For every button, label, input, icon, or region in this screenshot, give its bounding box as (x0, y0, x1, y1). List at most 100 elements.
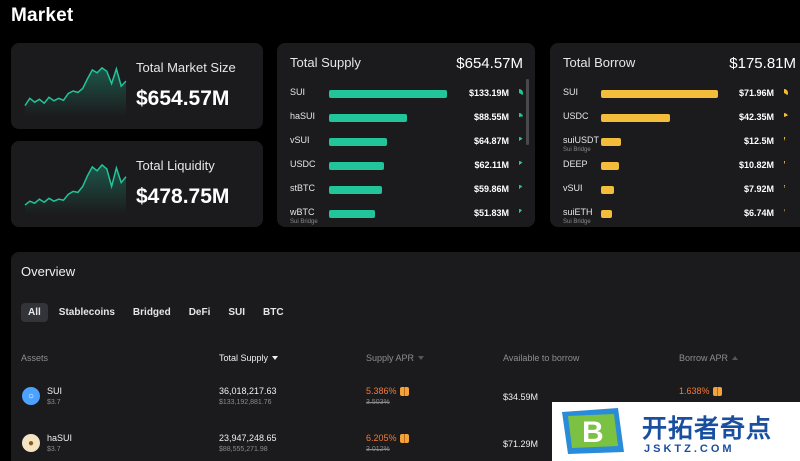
asset-name: SUI (47, 386, 63, 396)
share-bar (329, 114, 407, 122)
asset-name: suiETH (563, 207, 593, 217)
reward-gift-icon[interactable] (712, 386, 722, 396)
asset-name: SUI (563, 87, 579, 97)
watermark-domain: JSKTZ.COM (644, 443, 735, 455)
header-label: Borrow APR (679, 353, 729, 363)
asset-network: Sui Bridge (290, 219, 318, 225)
list-item[interactable]: USDC $42.35M (563, 108, 788, 132)
share-pie-icon (780, 161, 788, 169)
card-title: Total Borrow (563, 55, 636, 70)
jsktz-logo-icon: B (562, 408, 624, 454)
filter-tab-stablecoins[interactable]: Stablecoins (58, 307, 115, 318)
table-row[interactable]: ○ SUI $3.7 36,018,217.63 $133,192,881.76… (11, 373, 800, 421)
asset-name: wBTC (290, 207, 315, 217)
share-pie-icon (780, 137, 788, 145)
list-item[interactable]: USDC $62.11M (290, 156, 523, 180)
share-pie-icon (780, 89, 788, 97)
asset-network: Sui Bridge (563, 219, 591, 225)
share-bar (329, 186, 382, 194)
list-item[interactable]: wBTC Sui Bridge $51.83M (290, 204, 523, 228)
amount: $42.35M (738, 112, 774, 122)
logo-letter: B (582, 416, 604, 449)
sparkline-line (24, 163, 127, 206)
share-pie-icon (515, 185, 523, 193)
list-item[interactable]: vSUI $64.87M (290, 132, 523, 156)
supply-list: SUI $133.19M haSUI $88.55M vSUI $64.87M USDC $6… (290, 84, 523, 228)
asset-name: SUI (290, 87, 306, 97)
share-pie-icon (515, 89, 523, 97)
filter-tab-bridged[interactable]: Bridged (132, 307, 171, 318)
market-size-sparkline (24, 66, 127, 116)
amount: $10.82M (738, 160, 774, 170)
header-label: Supply APR (366, 353, 415, 363)
borrow-apr: 1.638% (679, 386, 722, 396)
share-bar (601, 186, 614, 194)
list-item[interactable]: DEEP $10.82M (563, 156, 788, 180)
amount: $7.92M (743, 184, 774, 194)
filter-tab-defi[interactable]: DeFi (188, 307, 211, 318)
filter-tab-all[interactable]: All (21, 303, 48, 322)
sparkline-line (24, 66, 127, 107)
asset-name: stBTC (290, 183, 316, 193)
total-market-size-card: Total Market Size $654.57M (11, 43, 263, 129)
stat-label: Total Market Size (136, 60, 236, 75)
page-title: Market (11, 5, 74, 26)
total-supply-usd: $133,192,881.76 (219, 399, 272, 406)
share-bar (329, 138, 387, 146)
sparkline-area (25, 164, 126, 214)
header-label: Total Supply (219, 353, 269, 363)
column-header-assets[interactable]: Assets (21, 353, 48, 363)
list-item[interactable]: SUI $133.19M (290, 84, 523, 108)
share-pie-icon (515, 113, 523, 121)
supply-apr-value: 6.205% (366, 433, 397, 443)
hasui-coin-icon: ● (22, 434, 40, 452)
filter-tab-sui[interactable]: SUI (228, 307, 246, 318)
total-supply-amount: 36,018,217.63 (219, 386, 277, 396)
total-supply-amount: 23,947,248.65 (219, 433, 277, 443)
section-title: Overview (21, 264, 76, 279)
amount: $88.55M (473, 112, 509, 122)
list-item[interactable]: suiETH Sui Bridge $6.74M (563, 204, 788, 228)
asset-name: DEEP (563, 159, 588, 169)
column-header-supply-apr[interactable]: Supply APR (366, 353, 425, 363)
asset-name: vSUI (563, 183, 583, 193)
share-bar (601, 90, 718, 98)
table-row[interactable]: ● haSUI $3.7 23,947,248.65 $88,555,271.9… (11, 420, 800, 461)
supply-apr-value: 5.386% (366, 386, 397, 396)
total-borrow-card: Total Borrow $175.81M SUI $71.96M USDC $42.… (550, 43, 800, 227)
list-item[interactable]: suiUSDT Sui Bridge $12.5M (563, 132, 788, 156)
share-pie-icon (780, 209, 788, 217)
list-item[interactable]: haSUI $88.55M (290, 108, 523, 132)
total-liquidity-card: Total Liquidity $478.75M (11, 141, 263, 227)
filter-tabs: All Stablecoins Bridged DeFi SUI BTC (21, 303, 291, 322)
asset-name: haSUI (47, 433, 73, 443)
column-header-borrow-apr[interactable]: Borrow APR (679, 353, 739, 363)
column-header-available[interactable]: Available to borrow (503, 353, 579, 363)
asset-name: USDC (290, 159, 316, 169)
card-total: $175.81M (729, 55, 796, 72)
amount: $71.96M (738, 88, 774, 98)
stat-value: $654.57M (136, 87, 230, 110)
share-bar (601, 138, 621, 146)
header-label: Available to borrow (503, 353, 580, 363)
total-supply-card: Total Supply $654.57M SUI $133.19M haSUI $8… (277, 43, 535, 227)
list-item[interactable]: SUI $71.96M (563, 84, 788, 108)
asset-network: Sui Bridge (563, 147, 591, 153)
list-item[interactable]: vSUI $7.92M (563, 180, 788, 204)
sort-icon (732, 356, 739, 360)
reward-gift-icon[interactable] (399, 433, 409, 443)
column-header-total-supply[interactable]: Total Supply (219, 353, 279, 363)
share-pie-icon (515, 137, 523, 145)
share-bar (329, 210, 375, 218)
asset-name: USDC (563, 111, 589, 121)
amount: $64.87M (473, 136, 509, 146)
header-label: Assets (21, 353, 49, 363)
liquidity-sparkline (24, 163, 127, 214)
scrollbar[interactable] (526, 79, 529, 145)
reward-gift-icon[interactable] (399, 386, 409, 396)
card-title: Total Supply (290, 55, 361, 70)
sort-desc-icon (272, 356, 279, 360)
filter-tab-btc[interactable]: BTC (263, 307, 284, 318)
list-item[interactable]: stBTC $59.86M (290, 180, 523, 204)
share-pie-icon (515, 209, 523, 217)
